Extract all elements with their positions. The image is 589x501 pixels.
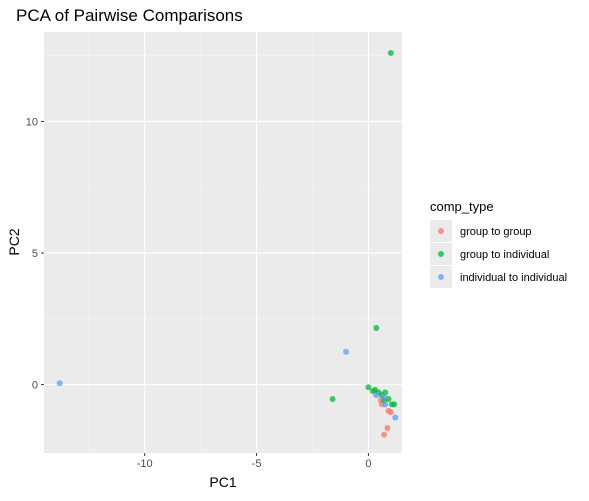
data-point — [56, 380, 63, 387]
data-point — [373, 325, 380, 332]
data-point — [373, 392, 380, 399]
y-tick-label: 10 — [26, 116, 38, 128]
data-point — [329, 396, 336, 403]
y-axis: 0 5 10 — [26, 116, 44, 392]
data-point — [391, 401, 398, 408]
data-point — [392, 414, 399, 421]
legend-title: comp_type — [430, 199, 494, 214]
data-point — [369, 388, 376, 395]
y-tick-label: 5 — [32, 248, 38, 260]
legend-label: group to individual — [460, 249, 549, 261]
x-axis-title: PC1 — [209, 474, 236, 490]
data-point — [387, 409, 394, 416]
legend-key — [438, 228, 444, 234]
legend-key — [438, 274, 444, 280]
x-tick-label: -5 — [252, 458, 262, 470]
grid-minor — [44, 32, 402, 453]
plot-panel — [44, 32, 402, 453]
legend-key — [438, 251, 444, 257]
grid-major — [44, 32, 402, 453]
legend-label: individual to individual — [460, 272, 567, 284]
y-tick-label: 0 — [32, 380, 38, 392]
chart-title: PCA of Pairwise Comparisons — [16, 6, 243, 25]
data-point — [381, 431, 388, 438]
y-axis-title: PC2 — [6, 228, 22, 255]
x-axis: -10 -5 0 — [137, 453, 372, 470]
legend-label: group to group — [460, 226, 532, 238]
legend: comp_type group to group group to individ… — [430, 199, 567, 288]
data-point — [387, 50, 394, 57]
data-point — [382, 401, 389, 408]
data-point — [384, 425, 391, 432]
x-tick-label: 0 — [365, 458, 371, 470]
x-tick-label: -10 — [137, 458, 153, 470]
data-point — [343, 348, 350, 355]
data-point — [381, 393, 388, 400]
legend-items: group to group group to individual individ… — [430, 220, 567, 288]
data-point — [365, 384, 372, 391]
points-layer — [56, 50, 399, 438]
